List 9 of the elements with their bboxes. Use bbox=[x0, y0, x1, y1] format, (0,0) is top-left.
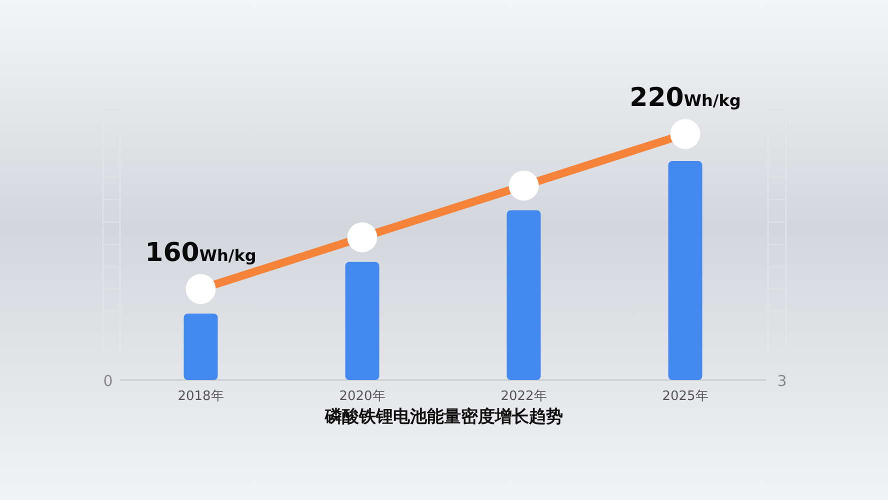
annotation: 220Wh/kg bbox=[630, 83, 741, 113]
text: 3 bbox=[777, 372, 787, 390]
text: 磷酸铁锂电池能量密度增长趋势 bbox=[324, 407, 563, 427]
x-tick-label: 2020年 bbox=[339, 389, 386, 404]
text: 0 bbox=[103, 372, 113, 390]
annotation: 160Wh/kg bbox=[145, 238, 256, 268]
x-tick-label: 2022年 bbox=[500, 389, 547, 404]
x-tick-label: 2018年 bbox=[178, 389, 224, 404]
x-tick-label: 2025年 bbox=[662, 389, 708, 404]
